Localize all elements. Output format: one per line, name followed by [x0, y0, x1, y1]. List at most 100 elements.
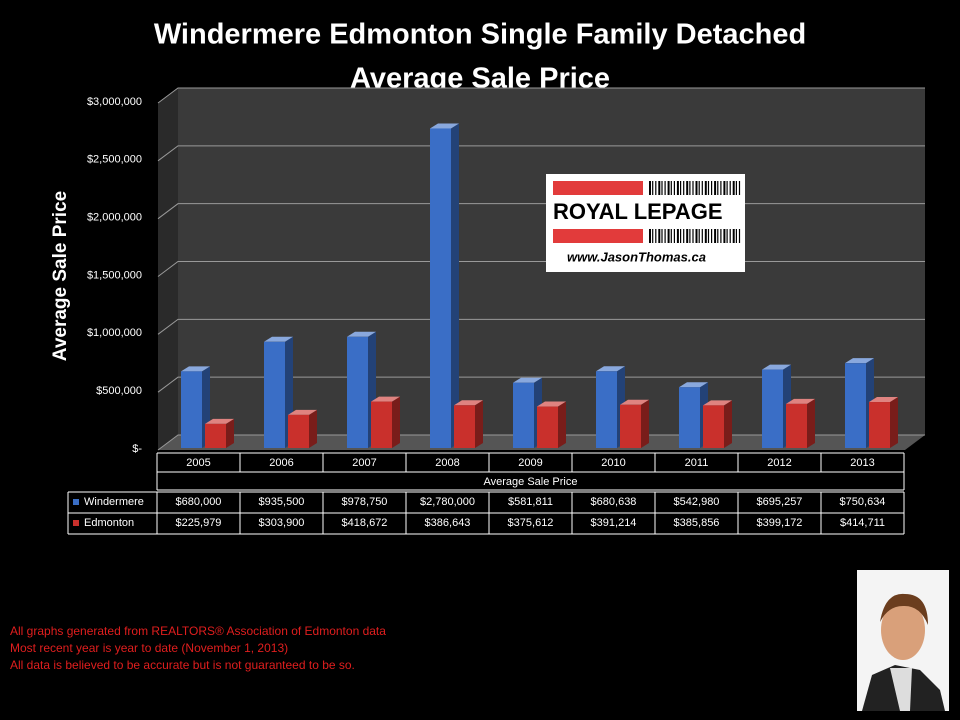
logo-barcode — [717, 229, 719, 243]
data-label: $978,750 — [342, 496, 388, 508]
bar — [869, 402, 890, 448]
bar — [620, 404, 641, 448]
logo-barcode — [701, 229, 703, 243]
bar-top — [845, 358, 874, 364]
grid-line — [157, 434, 925, 451]
data-label: $542,980 — [674, 496, 720, 508]
bar — [703, 405, 724, 448]
data-label: $695,257 — [757, 496, 803, 508]
grid-line — [157, 87, 925, 104]
logo-barcode — [686, 229, 689, 243]
bar — [430, 128, 451, 449]
logo-barcode — [732, 229, 735, 243]
logo-barcode — [738, 229, 741, 243]
footnote: All data is believed to be accurate but … — [10, 658, 355, 672]
logo-barcode — [676, 181, 679, 195]
bar-top — [347, 331, 376, 337]
bar-side — [807, 398, 815, 448]
bar — [347, 336, 368, 448]
bar — [513, 382, 534, 448]
data-label: $399,172 — [757, 517, 803, 529]
chart-title: Windermere Edmonton Single Family Detach… — [154, 19, 806, 51]
logo-barcode — [698, 181, 700, 195]
bar-side — [558, 401, 566, 448]
bar-top — [762, 364, 791, 370]
bar-top — [181, 366, 210, 372]
bar-top — [596, 366, 625, 372]
legend-swatch — [73, 520, 79, 526]
x-tick-label: 2013 — [850, 457, 874, 469]
logo-barcode — [692, 181, 694, 195]
logo-barcode — [738, 181, 741, 195]
data-label: $750,634 — [840, 496, 886, 508]
x-tick-label: 2005 — [186, 457, 210, 469]
bar-top — [264, 336, 293, 342]
bar-side — [724, 400, 732, 448]
logo-barcode — [676, 229, 679, 243]
logo-barcode — [683, 181, 685, 195]
data-label: $386,643 — [425, 517, 471, 529]
bar — [786, 403, 807, 448]
bar — [288, 414, 309, 448]
logo-barcode — [732, 181, 735, 195]
bar-top — [288, 409, 317, 415]
bar — [845, 363, 866, 448]
data-label: $303,900 — [259, 517, 305, 529]
data-label: $225,979 — [176, 517, 222, 529]
data-label: $680,638 — [591, 496, 637, 508]
logo-barcode — [655, 181, 657, 195]
logo-stripe — [553, 181, 643, 195]
x-tick-label: 2007 — [352, 457, 376, 469]
y-tick-label: $500,000 — [96, 385, 142, 397]
logo-barcode — [720, 229, 722, 243]
logo-barcode — [649, 181, 651, 195]
logo-barcode — [655, 229, 657, 243]
logo-barcode — [689, 229, 691, 243]
logo-barcode — [667, 229, 670, 243]
logo-barcode — [701, 181, 703, 195]
bar-top — [454, 400, 483, 406]
bar — [371, 401, 392, 448]
logo-barcode — [729, 181, 731, 195]
bar — [679, 387, 700, 448]
x-tick-label: 2011 — [685, 457, 709, 469]
y-tick-label: $1,500,000 — [87, 269, 142, 281]
logo-barcode — [707, 181, 710, 195]
bar-top — [430, 123, 459, 129]
logo-barcode — [673, 181, 675, 195]
data-label: $418,672 — [342, 517, 388, 529]
bar — [205, 423, 226, 448]
logo-barcode — [670, 229, 672, 243]
logo-barcode — [652, 229, 654, 243]
y-tick-label: $3,000,000 — [87, 96, 142, 108]
legend-label: Edmonton — [84, 517, 134, 529]
photo-shirt — [890, 668, 912, 711]
logo-barcode — [714, 181, 717, 195]
bar-side — [890, 397, 898, 448]
logo-barcode — [664, 181, 666, 195]
y-tick-label: $1,000,000 — [87, 327, 142, 339]
photo-face — [881, 600, 925, 660]
logo-barcode — [686, 181, 689, 195]
logo-barcode — [714, 229, 717, 243]
bar-top — [537, 401, 566, 407]
bar — [264, 341, 285, 448]
bar-top — [869, 397, 898, 403]
photo-hair — [880, 593, 928, 625]
logo-barcode — [658, 181, 661, 195]
x-tick-label: 2009 — [518, 457, 542, 469]
y-tick-label: $- — [132, 443, 142, 455]
bar-side — [392, 396, 400, 448]
x-tick-label: 2006 — [269, 457, 293, 469]
logo-stripe — [553, 229, 643, 243]
data-label: $2,780,000 — [420, 496, 475, 508]
bar — [181, 371, 202, 448]
logo-barcode — [673, 229, 675, 243]
grid-line — [157, 145, 925, 162]
x-axis-label: Average Sale Price — [484, 476, 578, 488]
logo-barcode — [726, 181, 728, 195]
logo-barcode — [704, 181, 707, 195]
bar — [762, 369, 783, 448]
data-label: $414,711 — [840, 517, 885, 529]
